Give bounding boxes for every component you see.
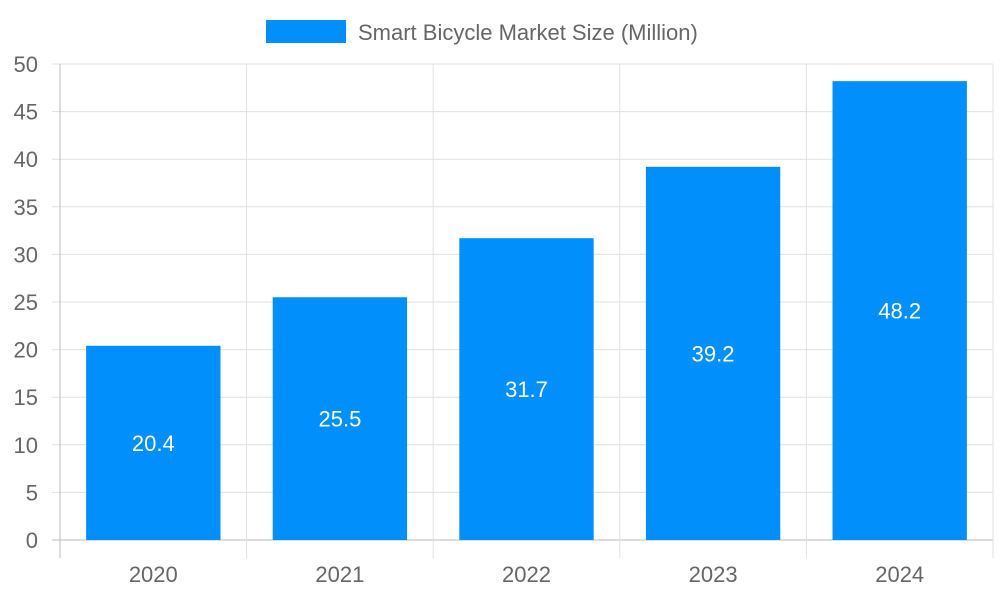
y-tick-label: 20 bbox=[14, 338, 38, 363]
data-label: 20.4 bbox=[132, 431, 175, 456]
bar-2021[interactable] bbox=[272, 297, 408, 540]
y-tick-label: 0 bbox=[26, 528, 38, 553]
y-tick-label: 25 bbox=[14, 290, 38, 315]
x-tick-label: 2020 bbox=[129, 562, 178, 587]
bar-2024[interactable] bbox=[832, 81, 967, 541]
bars bbox=[86, 81, 967, 541]
bar-2020[interactable] bbox=[86, 345, 221, 540]
y-tick-label: 5 bbox=[26, 480, 38, 505]
y-tick-label: 15 bbox=[14, 385, 38, 410]
labels: 0 5 10 15 20 25 30 35 40 45 50 20.4 2020 25.5 2021 31.7… bbox=[14, 52, 925, 587]
bar-2023[interactable] bbox=[645, 166, 781, 541]
bar-2022[interactable] bbox=[459, 238, 594, 540]
legend[interactable]: Smart Bicycle Market Size (Million) bbox=[266, 20, 698, 45]
y-tick-label: 40 bbox=[14, 147, 38, 172]
x-tick-label: 2021 bbox=[315, 562, 364, 587]
y-tick-label: 45 bbox=[14, 100, 38, 125]
x-tick-label: 2024 bbox=[875, 562, 924, 587]
y-tick-label: 35 bbox=[14, 195, 38, 220]
legend-swatch bbox=[266, 20, 346, 43]
x-tick-label: 2022 bbox=[502, 562, 551, 587]
y-tick-label: 10 bbox=[14, 433, 38, 458]
data-label: 39.2 bbox=[692, 341, 735, 366]
y-tick-label: 50 bbox=[14, 52, 38, 77]
data-label: 31.7 bbox=[505, 377, 548, 402]
x-tick-label: 2023 bbox=[689, 562, 738, 587]
data-label: 25.5 bbox=[318, 407, 361, 432]
y-tick-label: 30 bbox=[14, 242, 38, 267]
data-label: 48.2 bbox=[878, 299, 921, 324]
legend-label: Smart Bicycle Market Size (Million) bbox=[358, 20, 698, 45]
